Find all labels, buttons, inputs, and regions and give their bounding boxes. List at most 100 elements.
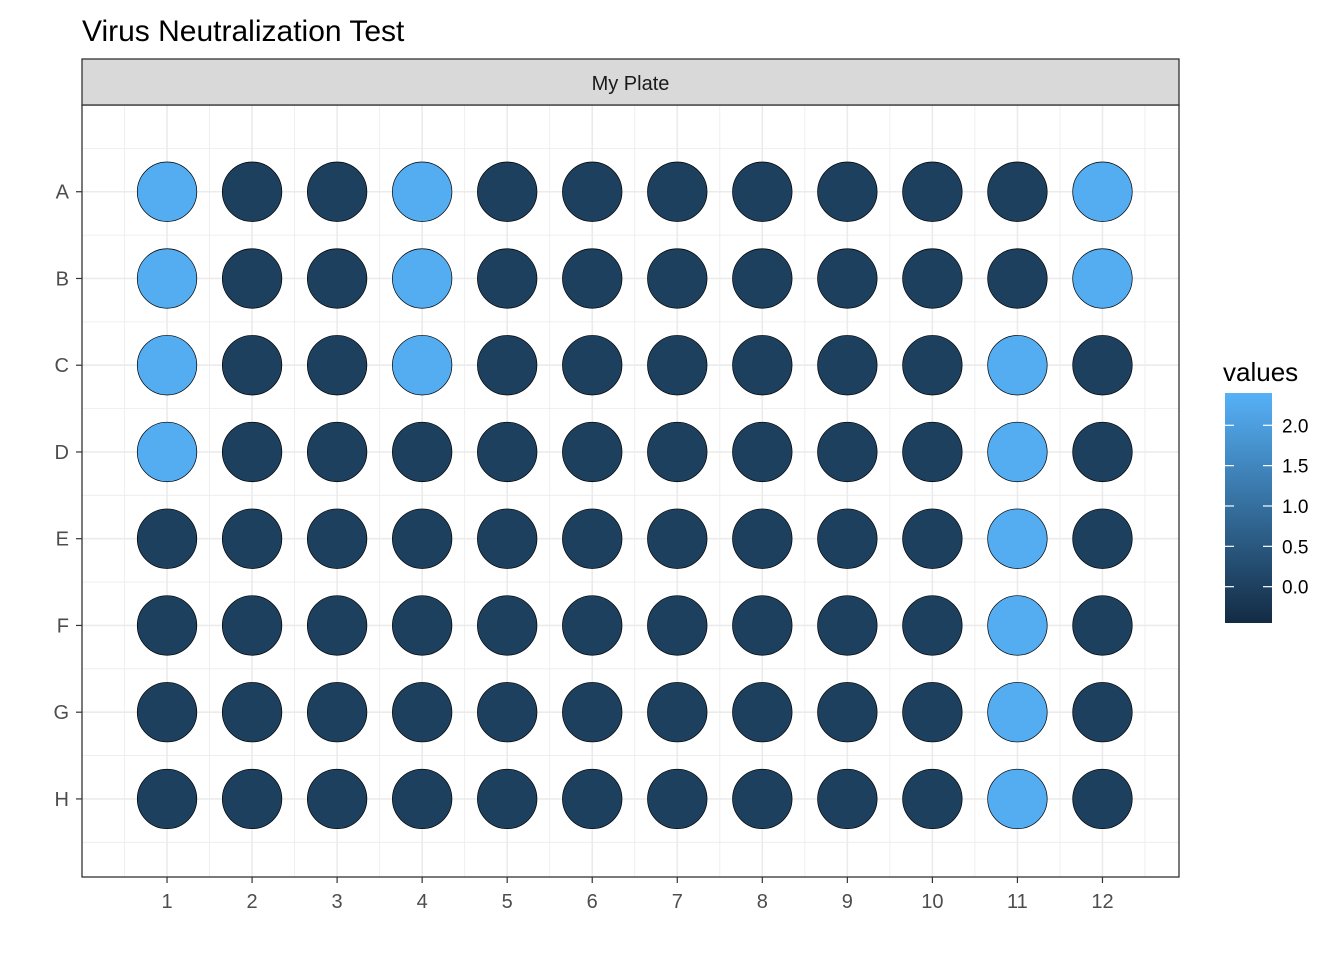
well-C8: [732, 335, 793, 396]
facet-strip: My Plate: [81, 58, 1180, 106]
well-G7: [647, 682, 708, 743]
well-H3: [307, 768, 368, 830]
well-H7: [647, 768, 708, 830]
chart-title: Virus Neutralization Test: [82, 15, 405, 48]
well-C7: [647, 335, 708, 396]
y-tick-label: G: [53, 702, 69, 724]
x-tick-label: 1: [161, 891, 172, 913]
legend: values 2.0 1.5 1.0 0.5 0.0: [1223, 357, 1308, 623]
well-C3: [307, 335, 368, 396]
well-A12: [1072, 161, 1133, 222]
well-A7: [647, 161, 708, 222]
well-B6: [562, 248, 623, 309]
y-tick-label: F: [57, 615, 69, 637]
x-tick-label: 7: [672, 891, 683, 913]
well-B3: [307, 248, 368, 309]
well-D9: [817, 421, 878, 483]
plot-panel: [81, 104, 1180, 878]
well-D4: [392, 421, 453, 483]
well-B10: [902, 248, 963, 309]
well-D12: [1072, 421, 1133, 483]
well-E7: [647, 508, 708, 569]
well-H2: [221, 768, 283, 830]
y-tick-label: D: [55, 442, 69, 464]
well-C10: [902, 335, 963, 396]
well-A10: [902, 161, 963, 222]
well-B9: [817, 248, 878, 309]
well-H4: [392, 768, 453, 830]
well-B11: [987, 248, 1048, 309]
well-H11: [987, 768, 1048, 830]
y-tick-label: H: [55, 789, 69, 811]
well-D1: [136, 421, 198, 483]
well-B2: [221, 248, 283, 309]
well-H10: [902, 768, 963, 830]
well-G3: [307, 682, 368, 743]
panel-background: [82, 105, 1179, 877]
well-C9: [817, 335, 878, 396]
well-E6: [562, 508, 623, 569]
well-F1: [136, 595, 198, 656]
well-F6: [562, 595, 623, 656]
minor-grid: [82, 105, 1179, 877]
well-G10: [902, 682, 963, 743]
legend-label: 0.0: [1282, 578, 1308, 599]
y-axis: A B C D E F G H: [53, 182, 82, 811]
x-tick-label: 10: [921, 891, 943, 913]
well-A11: [987, 161, 1048, 222]
well-C6: [562, 335, 623, 396]
y-tick-label: A: [56, 182, 70, 204]
well-F2: [221, 595, 283, 656]
well-E5: [477, 508, 538, 569]
well-F4: [392, 595, 453, 656]
well-E10: [902, 508, 963, 569]
well-D3: [307, 421, 368, 483]
well-G2: [221, 682, 283, 743]
well-F9: [817, 595, 878, 656]
well-B8: [732, 248, 793, 309]
well-B1: [136, 248, 198, 309]
well-F7: [647, 595, 708, 656]
well-G9: [817, 682, 878, 743]
well-E9: [817, 508, 878, 569]
x-tick-label: 5: [502, 891, 513, 913]
legend-label: 1.5: [1282, 457, 1308, 478]
well-C1: [136, 335, 198, 396]
well-A8: [732, 161, 793, 222]
y-tick-label: C: [55, 355, 69, 377]
well-B5: [477, 248, 538, 309]
well-G8: [732, 682, 793, 743]
x-tick-label: 2: [247, 891, 258, 913]
well-H5: [477, 768, 538, 830]
well-G5: [477, 682, 538, 743]
well-D7: [647, 421, 708, 483]
well-C11: [987, 335, 1048, 396]
well-A5: [477, 161, 538, 222]
well-F10: [902, 595, 963, 656]
legend-title: values: [1223, 357, 1298, 387]
well-E12: [1072, 508, 1133, 569]
legend-ticks: 2.0 1.5 1.0 0.5 0.0: [1225, 416, 1308, 599]
legend-label: 1.0: [1282, 497, 1308, 518]
well-C4: [392, 335, 453, 396]
well-H1: [136, 768, 198, 830]
well-H8: [732, 768, 793, 830]
x-tick-label: 9: [842, 891, 853, 913]
legend-label: 0.5: [1282, 537, 1308, 558]
x-tick-label: 11: [1007, 891, 1028, 913]
well-A6: [562, 161, 623, 222]
x-tick-label: 6: [587, 891, 598, 913]
legend-label: 2.0: [1282, 416, 1308, 437]
x-axis: 1 2 3 4 5 6 7 8 9 10 11 12: [161, 877, 1114, 913]
well-D11: [987, 421, 1048, 483]
facet-strip-label: My Plate: [592, 73, 670, 95]
facet-strip-background: [81, 58, 1180, 106]
well-D2: [221, 421, 283, 483]
well-F8: [732, 595, 793, 656]
well-G1: [136, 682, 198, 743]
well-G6: [562, 682, 623, 743]
well-H9: [817, 768, 878, 830]
well-G4: [392, 682, 453, 743]
well-G12: [1072, 682, 1133, 743]
